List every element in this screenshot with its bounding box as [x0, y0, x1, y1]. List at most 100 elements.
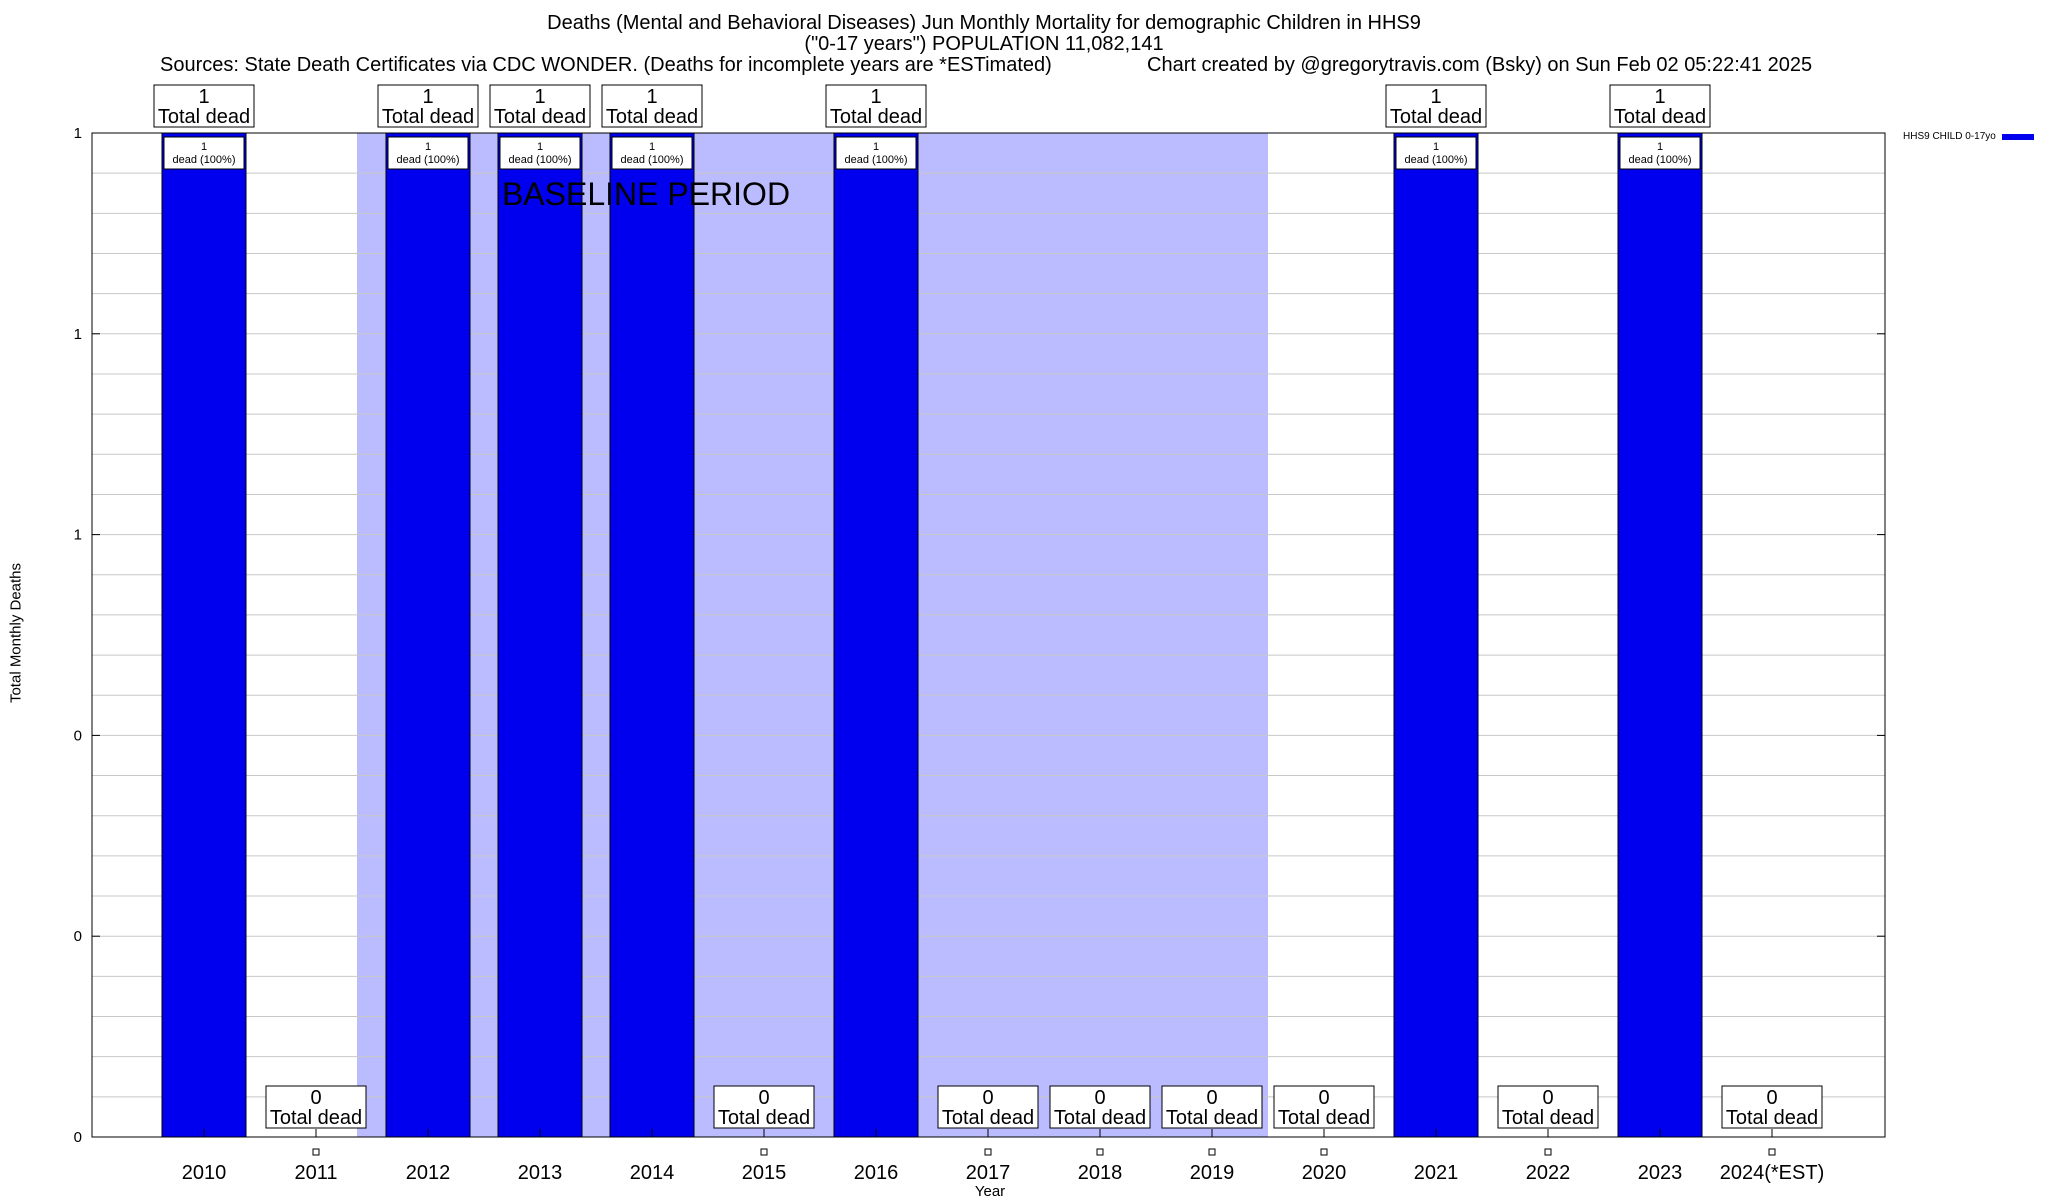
bar-data-label: 1 dead (100%) [173, 141, 236, 166]
total-label-box [825, 84, 927, 128]
bar [385, 132, 471, 1138]
zero-marker [1768, 1148, 1776, 1156]
total-count-label: 0 [1542, 1087, 1553, 1109]
total-label-box [489, 84, 591, 128]
x-tick-label: 2020 [1302, 1162, 1347, 1184]
total-suffix-label: Total dead [158, 106, 250, 128]
bar-data-label: 1 dead (100%) [1405, 141, 1468, 166]
x-tick-label: 2019 [1190, 1162, 1235, 1184]
zero-marker [1208, 1148, 1216, 1156]
y-tick-label: 1 [74, 527, 82, 544]
chart-subtitle: ("0-17 years") POPULATION 11,082,141 [804, 33, 1164, 55]
bar-label-box [1395, 136, 1477, 170]
total-count-label: 0 [758, 1087, 769, 1109]
bar-data-label: 1 dead (100%) [621, 141, 684, 166]
bar-data-label: 1 dead (100%) [397, 141, 460, 166]
total-count-label: 0 [1318, 1087, 1329, 1109]
total-label-box [1721, 1085, 1823, 1129]
y-tick-label: 1 [74, 125, 82, 142]
y-tick-label: 1 [74, 326, 82, 343]
total-suffix-label: Total dead [1502, 1107, 1594, 1129]
total-count-label: 1 [422, 86, 433, 108]
legend: HHS9 CHILD 0-17yo [1903, 131, 2034, 142]
zero-marker [1096, 1148, 1104, 1156]
x-tick-label: 2017 [966, 1162, 1011, 1184]
y-tick-label: 0 [74, 1129, 82, 1146]
x-tick-label: 2021 [1414, 1162, 1459, 1184]
bar [497, 132, 583, 1138]
total-count-label: 1 [1430, 86, 1441, 108]
total-suffix-label: Total dead [606, 106, 698, 128]
bar-label-box [387, 136, 469, 170]
total-suffix-label: Total dead [1726, 1107, 1818, 1129]
bar-label-box [611, 136, 693, 170]
x-axis-label: Year [974, 1183, 1006, 1200]
x-tick-label: 2023 [1638, 1162, 1683, 1184]
x-tick-label: 2018 [1078, 1162, 1123, 1184]
y-tick-label: 0 [74, 727, 82, 744]
total-label-box [1385, 84, 1487, 128]
x-tick-label: 2016 [854, 1162, 899, 1184]
total-count-label: 0 [310, 1087, 321, 1109]
bar [609, 132, 695, 1138]
total-count-label: 1 [646, 86, 657, 108]
total-suffix-label: Total dead [382, 106, 474, 128]
total-count-label: 0 [1766, 1087, 1777, 1109]
bar-data-label: 1 dead (100%) [1629, 141, 1692, 166]
bar-data-label: 1 dead (100%) [845, 141, 908, 166]
total-suffix-label: Total dead [830, 106, 922, 128]
total-label-box [1273, 1085, 1375, 1129]
total-suffix-label: Total dead [1614, 106, 1706, 128]
y-tick-label: 0 [74, 928, 82, 945]
legend-swatch [2001, 133, 2034, 140]
total-label-box [601, 84, 703, 128]
x-tick-label: 2014 [630, 1162, 675, 1184]
total-suffix-label: Total dead [942, 1107, 1034, 1129]
bar [1393, 132, 1479, 1138]
plot-frame [91, 132, 1886, 1138]
total-count-label: 1 [198, 86, 209, 108]
total-label-box [377, 84, 479, 128]
zero-marker [312, 1148, 320, 1156]
total-suffix-label: Total dead [1278, 1107, 1370, 1129]
total-label-box [153, 84, 255, 128]
total-suffix-label: Total dead [270, 1107, 362, 1129]
total-label-box [1497, 1085, 1599, 1129]
total-label-box [937, 1085, 1039, 1129]
bar-label-box [1619, 136, 1701, 170]
x-tick-label: 2013 [518, 1162, 563, 1184]
baseline-period-band [357, 133, 1268, 1137]
sources-note: Sources: State Death Certificates via CD… [160, 54, 1052, 76]
zero-marker [984, 1148, 992, 1156]
total-count-label: 0 [982, 1087, 993, 1109]
x-tick-label: 2011 [294, 1162, 337, 1184]
x-tick-label: 2022 [1526, 1162, 1571, 1184]
x-tick-label: 2012 [406, 1162, 451, 1184]
total-count-label: 1 [534, 86, 545, 108]
total-count-label: 1 [870, 86, 881, 108]
total-suffix-label: Total dead [718, 1107, 810, 1129]
bar-label-box [835, 136, 917, 170]
total-suffix-label: Total dead [494, 106, 586, 128]
total-label-box [265, 1085, 367, 1129]
bar [833, 132, 919, 1138]
zero-marker [1320, 1148, 1328, 1156]
total-count-label: 1 [1654, 86, 1665, 108]
baseline-period-annotation: BASELINE PERIOD [502, 176, 790, 212]
x-tick-label: 2010 [182, 1162, 227, 1184]
total-label-box [1049, 1085, 1151, 1129]
bar-data-label: 1 dead (100%) [509, 141, 572, 166]
total-label-box [1161, 1085, 1263, 1129]
total-label-box [1609, 84, 1711, 128]
x-tick-label: 2024(*EST) [1720, 1162, 1825, 1184]
credit-note: Chart created by @gregorytravis.com (Bsk… [1147, 54, 1813, 76]
zero-marker [760, 1148, 768, 1156]
bar [161, 132, 247, 1138]
total-suffix-label: Total dead [1390, 106, 1482, 128]
bar-label-box [163, 136, 245, 170]
total-suffix-label: Total dead [1054, 1107, 1146, 1129]
bar-label-box [499, 136, 581, 170]
total-label-box [713, 1085, 815, 1129]
total-count-label: 0 [1206, 1087, 1217, 1109]
